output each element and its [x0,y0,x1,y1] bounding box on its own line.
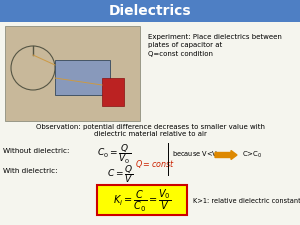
Text: With dielectric:: With dielectric: [3,168,58,174]
Text: Experiment: Place dielectrics between
plates of capacitor at
Q=const condition: Experiment: Place dielectrics between pl… [148,34,282,57]
Bar [97,185,187,215]
Text: K>1: relative dielectric constant: K>1: relative dielectric constant [193,198,300,204]
Bar [0,0,300,22]
Bar [102,78,124,106]
Text: $C_0 = \dfrac{Q}{V_0}$: $C_0 = \dfrac{Q}{V_0}$ [97,143,131,166]
Text: Without dielectric:: Without dielectric: [3,148,70,154]
Bar [55,60,110,95]
Text: $K_i = \dfrac{C}{C_0} = \dfrac{V_0}{V}$: $K_i = \dfrac{C}{C_0} = \dfrac{V_0}{V}$ [113,188,171,214]
FancyArrow shape [215,151,237,160]
Text: because V<V$_0$: because V<V$_0$ [172,150,221,160]
Text: dielectric material relative to air: dielectric material relative to air [94,131,206,137]
Text: C>C$_0$: C>C$_0$ [242,150,262,160]
Text: $C = \dfrac{Q}{V}$: $C = \dfrac{Q}{V}$ [107,163,134,185]
Text: Dielectrics: Dielectrics [109,4,191,18]
Text: Observation: potential difference decreases to smaller value with: Observation: potential difference decrea… [35,124,265,130]
Bar [5,26,140,121]
Text: $Q = const$: $Q = const$ [135,158,175,170]
